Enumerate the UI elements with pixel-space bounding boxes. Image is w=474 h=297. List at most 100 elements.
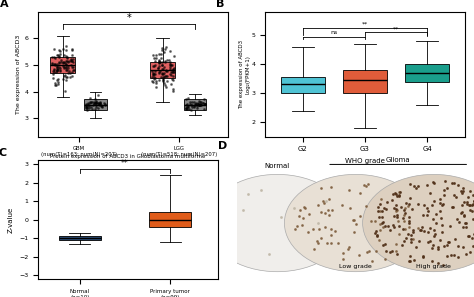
Point <box>96 102 103 107</box>
Point <box>420 202 428 207</box>
Point <box>155 69 163 74</box>
Point <box>380 219 387 224</box>
Point <box>436 209 444 214</box>
Point <box>192 102 200 106</box>
Point <box>265 252 273 256</box>
Point <box>86 95 93 100</box>
Point <box>407 239 415 244</box>
Point <box>382 248 390 253</box>
Point <box>390 206 398 211</box>
Point <box>395 193 403 198</box>
Point <box>50 67 58 72</box>
Point <box>96 101 104 106</box>
Point <box>399 216 407 221</box>
Point <box>395 190 402 195</box>
Point <box>55 65 63 70</box>
Point <box>59 64 67 69</box>
Point <box>68 53 75 57</box>
Point <box>430 199 438 204</box>
Point <box>182 105 190 110</box>
Point <box>448 205 456 210</box>
Point <box>161 47 169 52</box>
Point <box>392 206 400 211</box>
Point <box>53 66 61 70</box>
Point <box>417 228 425 233</box>
Point <box>320 201 328 206</box>
Point <box>92 101 100 106</box>
Point <box>365 249 373 253</box>
Text: B: B <box>216 0 224 9</box>
Point <box>327 227 335 232</box>
Point <box>90 101 98 106</box>
Point <box>50 54 58 59</box>
Point <box>166 48 173 53</box>
Point <box>472 227 474 232</box>
Point <box>96 99 103 104</box>
Point <box>317 210 325 215</box>
Point <box>408 232 415 237</box>
Point <box>92 99 100 104</box>
Point <box>200 97 208 102</box>
Point <box>60 59 67 64</box>
Point <box>152 59 159 64</box>
Point <box>257 187 264 192</box>
Point <box>159 78 167 83</box>
Point <box>183 106 191 111</box>
Point <box>423 183 431 187</box>
Point <box>97 103 104 108</box>
Point <box>315 203 322 208</box>
Point <box>438 229 446 234</box>
Point <box>97 101 104 105</box>
Point <box>392 242 400 247</box>
Point <box>161 73 169 78</box>
Point <box>66 75 74 80</box>
Point <box>378 215 385 219</box>
Point <box>85 104 92 108</box>
Point <box>368 258 375 263</box>
Point <box>197 100 205 105</box>
X-axis label: WHO grade: WHO grade <box>345 158 385 164</box>
Point <box>201 102 209 107</box>
Point <box>160 81 168 86</box>
Point <box>194 100 202 105</box>
Point <box>193 106 201 110</box>
Point <box>82 103 90 108</box>
Point <box>166 72 173 76</box>
Point <box>92 105 100 109</box>
Point <box>150 71 158 76</box>
Point <box>399 227 407 232</box>
Point <box>245 192 252 197</box>
Point <box>194 101 202 106</box>
Point <box>201 106 208 111</box>
Point <box>54 77 62 82</box>
Point <box>405 201 412 206</box>
Point <box>52 70 60 75</box>
Point <box>83 107 91 112</box>
Point <box>239 207 247 212</box>
Point <box>170 66 177 71</box>
Point <box>68 59 75 64</box>
Point <box>150 72 157 77</box>
Point <box>187 108 195 113</box>
Point <box>463 201 471 206</box>
Point <box>150 75 157 79</box>
Point <box>66 71 73 76</box>
Point <box>392 249 400 254</box>
Point <box>101 101 109 106</box>
Point <box>458 191 465 196</box>
Point <box>413 245 420 250</box>
Point <box>371 230 379 235</box>
Point <box>466 203 474 207</box>
Point <box>62 73 69 78</box>
Point <box>406 214 413 219</box>
Point <box>51 62 59 67</box>
Point <box>155 78 163 82</box>
Point <box>62 44 70 49</box>
Point <box>163 68 170 72</box>
Point <box>379 243 387 248</box>
Point <box>373 233 381 237</box>
Point <box>434 261 442 266</box>
Point <box>151 72 159 77</box>
Point <box>395 232 403 237</box>
Point <box>470 198 474 203</box>
